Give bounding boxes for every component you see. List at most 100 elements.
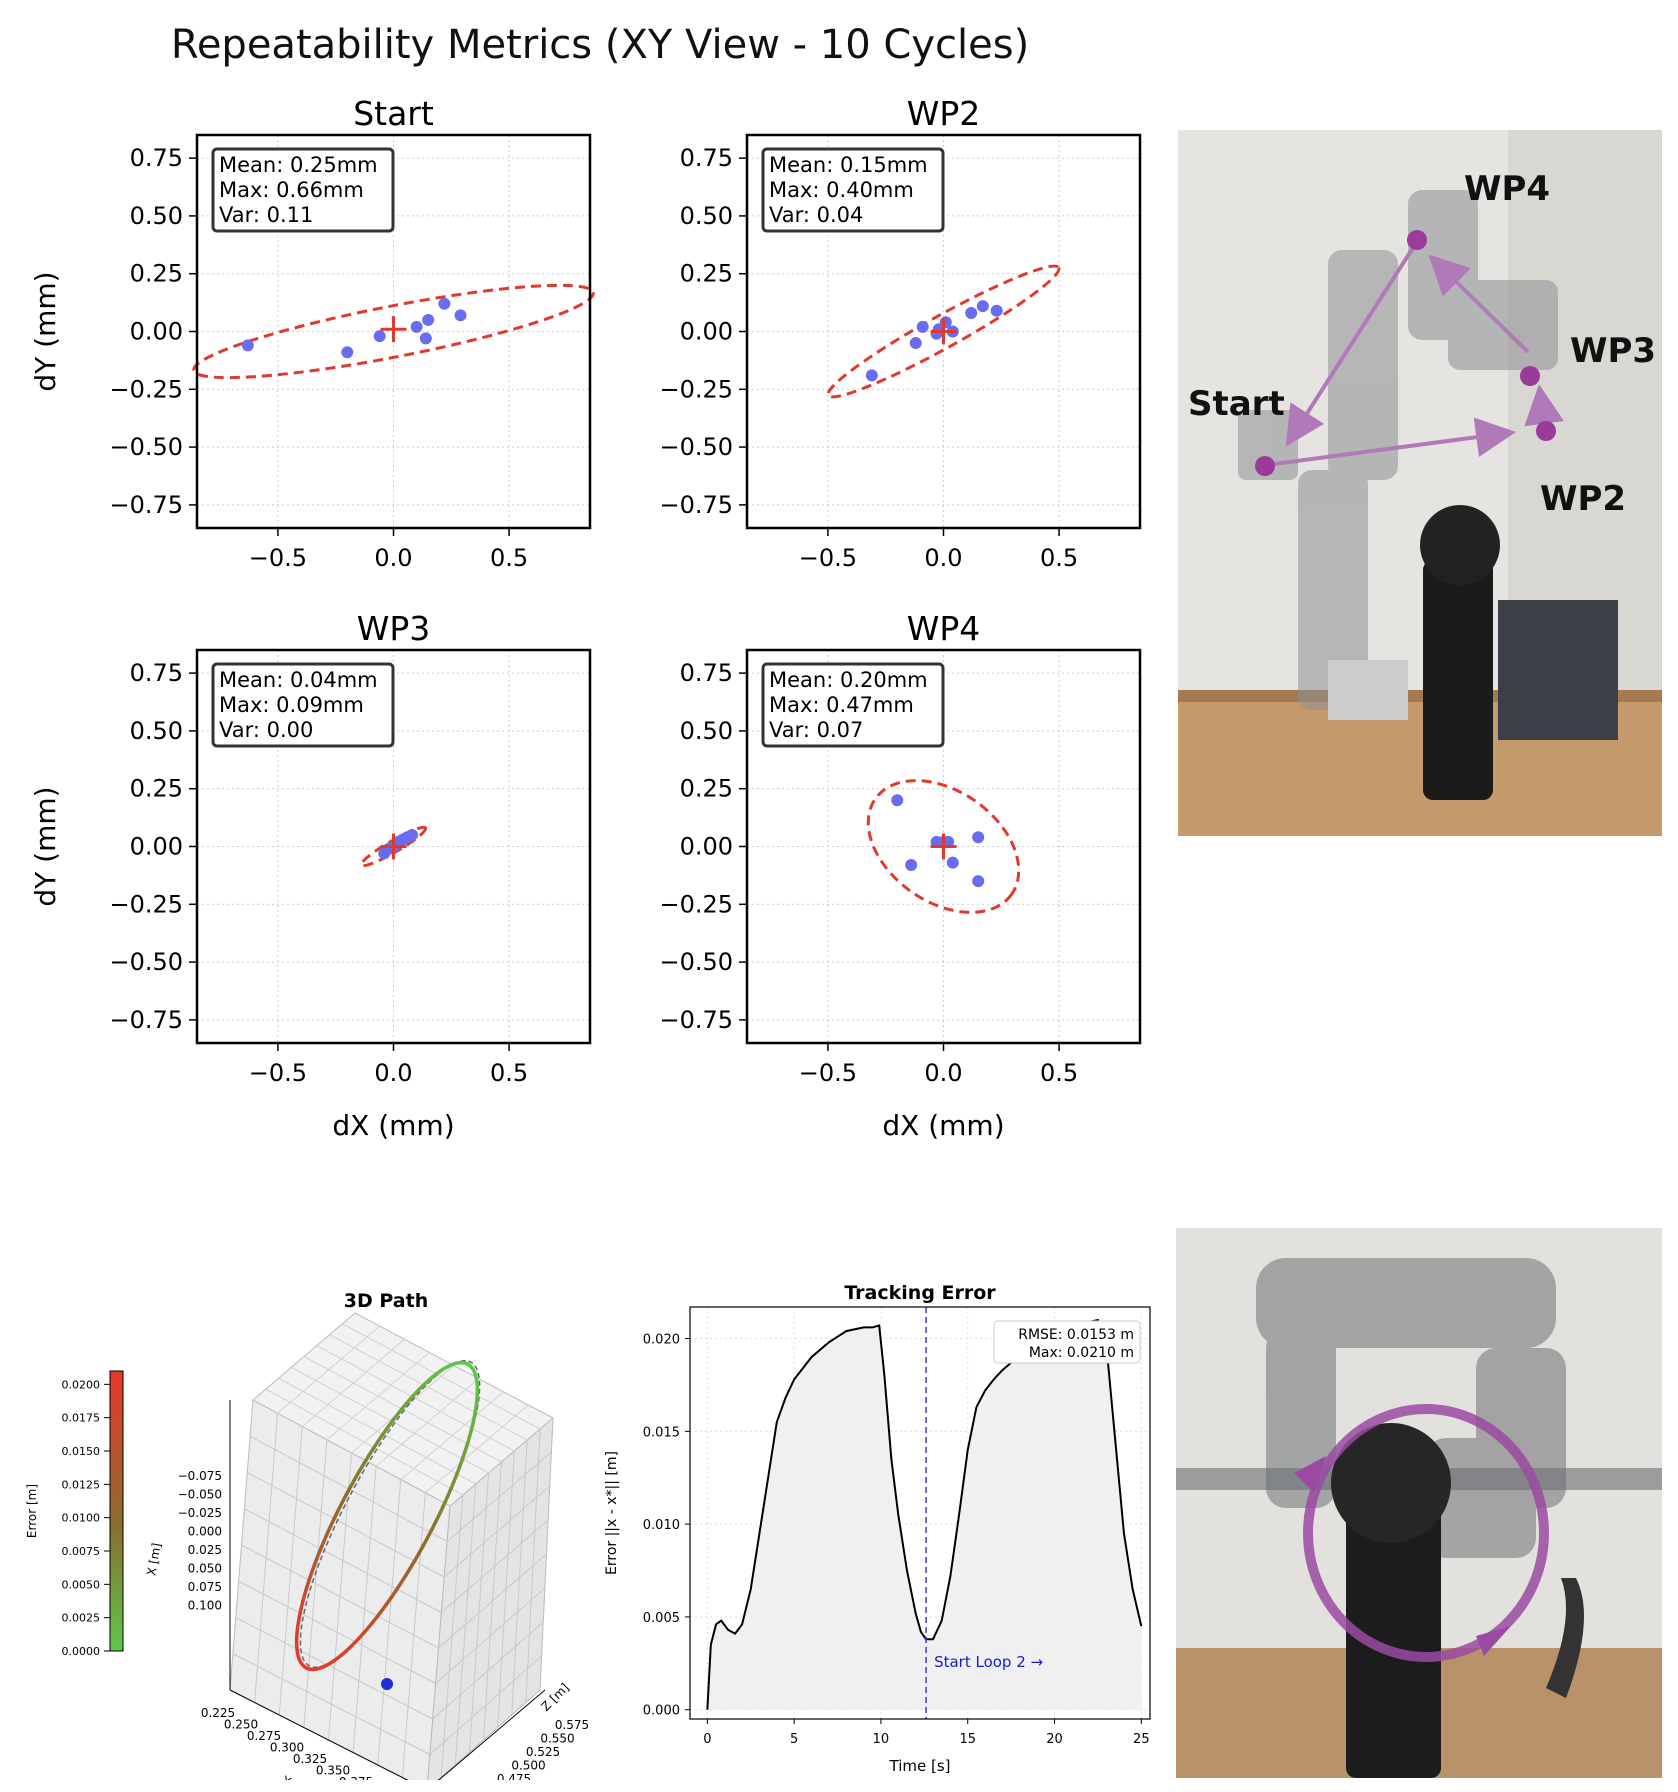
x-tick-label: −0.075 xyxy=(178,1469,222,1483)
repeatability-scatter-panels: −0.5 0.0 0.5 0.75 0.50 0.25 0.00 −0.25 −0.50 −0.7… xyxy=(29,94,1142,1142)
x-axis-label: Time [s] xyxy=(889,1757,951,1775)
y-tick-label: 0.00 xyxy=(130,833,183,861)
label-start: Start xyxy=(1188,384,1285,424)
y-tick-label: 0.250 xyxy=(224,1718,258,1732)
y-axis-label: Error ||x - x*|| [m] xyxy=(604,1451,620,1575)
x-tick-label: 0.0 xyxy=(924,1059,962,1087)
y-tick-label: 0.50 xyxy=(130,202,183,230)
cube-grid xyxy=(429,1655,542,1755)
colorbar-tick-label: 0.0000 xyxy=(62,1645,101,1658)
colorbar-tick-label: 0.0125 xyxy=(62,1478,101,1491)
data-point xyxy=(905,858,918,871)
start-point xyxy=(381,1678,393,1690)
data-point xyxy=(972,875,985,888)
confidence-ellipse xyxy=(192,283,595,380)
z-tick-label: 0.575 xyxy=(555,1718,589,1732)
figure-title: Repeatability Metrics (XY View - 10 Cycl… xyxy=(170,22,1030,68)
y-axis-line xyxy=(229,1689,409,1780)
cube-grid xyxy=(316,1345,515,1452)
cube-grid xyxy=(425,1404,529,1494)
colorbar xyxy=(109,1370,124,1652)
plot-frame xyxy=(689,1306,1151,1720)
data-point xyxy=(891,794,904,807)
confidence-ellipse xyxy=(826,264,1061,399)
y-tick-label: 0.50 xyxy=(130,717,183,745)
x-tick-label: 0.0 xyxy=(924,544,962,572)
loop-arrow xyxy=(1294,1456,1326,1493)
y-axis-label: dY (mm) xyxy=(29,786,62,906)
stats-line: Max: 0.47mm xyxy=(769,693,914,717)
scatter-panel-4: −0.5 0.0 0.5 0.75 0.50 0.25 0.00 −0.25 −0.50 −0.7… xyxy=(659,609,1142,1142)
y-tick-label: −0.75 xyxy=(659,1006,733,1034)
y-tick-label: 0.25 xyxy=(130,775,183,803)
data-point xyxy=(341,346,354,359)
y-tick-label: 0.350 xyxy=(316,1764,350,1778)
y-tick-label: 0.375 xyxy=(339,1775,373,1780)
data-point xyxy=(965,307,978,320)
z-tick-label: 0.550 xyxy=(540,1732,574,1746)
colorbar-tick-label: 0.0050 xyxy=(62,1578,101,1591)
cube-grid xyxy=(377,1479,402,1766)
cube-grid xyxy=(232,1653,431,1755)
y-tick-label: −0.25 xyxy=(659,890,733,918)
y-tick-label: 0.005 xyxy=(643,1611,680,1626)
cube-grid xyxy=(435,1587,546,1684)
loop-divider-label: Start Loop 2 → xyxy=(934,1653,1043,1671)
data-point xyxy=(405,828,418,841)
path-arrow xyxy=(1524,384,1564,427)
y-tick-label: 0.225 xyxy=(201,1706,235,1720)
y-tick-label: −0.25 xyxy=(659,375,733,403)
stats-line: Max: 0.09mm xyxy=(219,693,364,717)
stats-line: Max: 0.66mm xyxy=(219,178,364,202)
cube-grid xyxy=(235,1617,433,1720)
x-tick-label: 0 xyxy=(703,1732,711,1747)
stats-line: Mean: 0.15mm xyxy=(769,153,928,177)
waypoint-wp2 xyxy=(1536,421,1556,441)
x-tick-label: 0.5 xyxy=(490,1059,528,1087)
y-tick-label: 0.75 xyxy=(680,144,733,172)
stats-line: Var: 0.07 xyxy=(769,718,863,742)
z-axis-line xyxy=(438,1689,546,1780)
error-area xyxy=(707,1319,1142,1710)
x-tick-label: −0.050 xyxy=(178,1488,222,1502)
y-tick-label: −0.50 xyxy=(659,948,733,976)
waypoint-start xyxy=(1255,456,1275,476)
x-tick-label: 15 xyxy=(959,1732,976,1747)
y-tick-label: 0.75 xyxy=(130,144,183,172)
scatter-panel-2: −0.5 0.0 0.5 0.75 0.50 0.25 0.00 −0.25 −0.50 −0.7… xyxy=(659,94,1142,572)
data-point xyxy=(976,300,989,313)
y-tick-label: 0.00 xyxy=(130,318,183,346)
x-tick-label: 0.5 xyxy=(490,544,528,572)
panel-title: Start xyxy=(353,94,434,133)
stats-line: Max: 0.40mm xyxy=(769,178,914,202)
y-tick-label: −0.75 xyxy=(109,1006,183,1034)
z-axis-label: Z [m] xyxy=(539,1681,572,1714)
stats-line: Max: 0.0210 m xyxy=(1029,1345,1134,1361)
data-point xyxy=(454,309,467,322)
y-tick-label: 0.010 xyxy=(643,1518,680,1533)
y-tick-label: −0.75 xyxy=(659,491,733,519)
y-axis-label: dY (mm) xyxy=(29,271,62,391)
y-tick-label: 0.25 xyxy=(130,260,183,288)
data-point xyxy=(241,339,254,352)
panel-title: WP2 xyxy=(907,94,981,133)
waypoint-wp3 xyxy=(1520,366,1540,386)
panel-title: WP4 xyxy=(907,609,981,648)
y-tick-label: 0.300 xyxy=(270,1741,304,1755)
loop-circle xyxy=(1303,1404,1549,1662)
y-tick-label: 0.020 xyxy=(643,1333,680,1348)
x-tick-label: 0.5 xyxy=(1040,544,1078,572)
data-point xyxy=(422,313,435,326)
y-tick-label: 0.275 xyxy=(247,1729,281,1743)
robot-loop-photo xyxy=(1176,1228,1662,1778)
label-wp2: WP2 xyxy=(1540,479,1626,519)
stats-line: Mean: 0.20mm xyxy=(769,668,928,692)
x-tick-label: 0.075 xyxy=(188,1580,222,1594)
y-tick-label: 0.25 xyxy=(680,775,733,803)
panel-title: WP3 xyxy=(357,609,431,648)
z-tick-label: 0.500 xyxy=(511,1759,545,1773)
cube-grid xyxy=(342,1323,541,1430)
cube-grid xyxy=(400,1391,504,1480)
y-tick-label: −0.50 xyxy=(109,433,183,461)
x-tick-label: 0.025 xyxy=(188,1543,222,1557)
